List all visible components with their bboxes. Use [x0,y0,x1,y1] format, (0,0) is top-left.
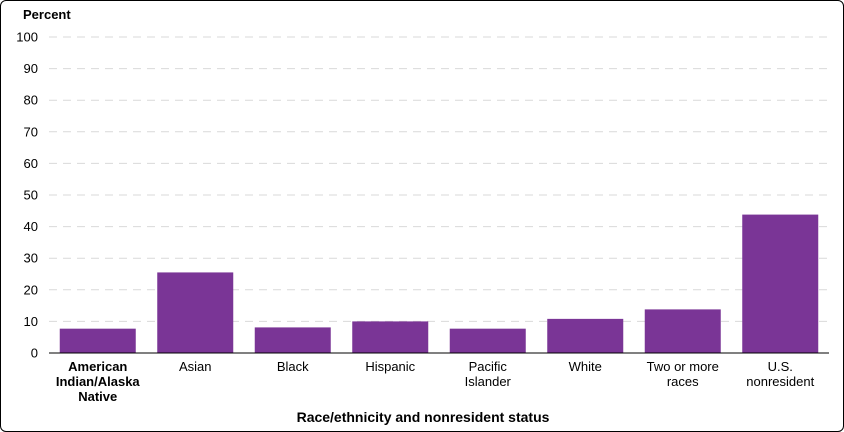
bar [547,318,624,353]
x-category-label: Native [78,389,117,404]
x-category-label: races [667,374,699,389]
y-tick-label: 0 [31,346,38,361]
x-category-label: Hispanic [365,359,415,374]
bar [157,272,234,353]
x-category-label: White [569,359,602,374]
bar [352,321,429,353]
y-tick-label: 10 [24,314,38,329]
x-category-label: nonresident [746,374,814,389]
bars [59,214,819,353]
x-category-label: Indian/Alaska [56,374,141,389]
bar [644,309,721,353]
gridlines [49,36,829,322]
bar [254,327,331,353]
bar [449,328,526,353]
y-tick-label: 100 [16,30,38,45]
x-category-label: Black [277,359,309,374]
x-category-label: Islander [465,374,512,389]
bar [742,214,819,353]
x-category-label: Pacific [469,359,508,374]
y-tick-label: 90 [24,61,38,76]
x-category-label: U.S. [768,359,793,374]
x-axis-title: Race/ethnicity and nonresident status [297,409,550,425]
x-category-label: Asian [179,359,212,374]
y-tick-label: 80 [24,93,38,108]
x-category-label: American [68,359,127,374]
y-tick-label: 20 [24,282,38,297]
y-tick-label: 60 [24,156,38,171]
y-tick-label: 30 [24,251,38,266]
y-axis-title: Percent [23,7,71,22]
y-tick-label: 40 [24,219,38,234]
y-tick-label: 70 [24,124,38,139]
y-tick-label: 50 [24,188,38,203]
bar [59,328,136,353]
x-category-label: Two or more [647,359,719,374]
y-axis-ticks: 0 10 20 30 40 50 60 70 80 90 100 [16,30,38,361]
